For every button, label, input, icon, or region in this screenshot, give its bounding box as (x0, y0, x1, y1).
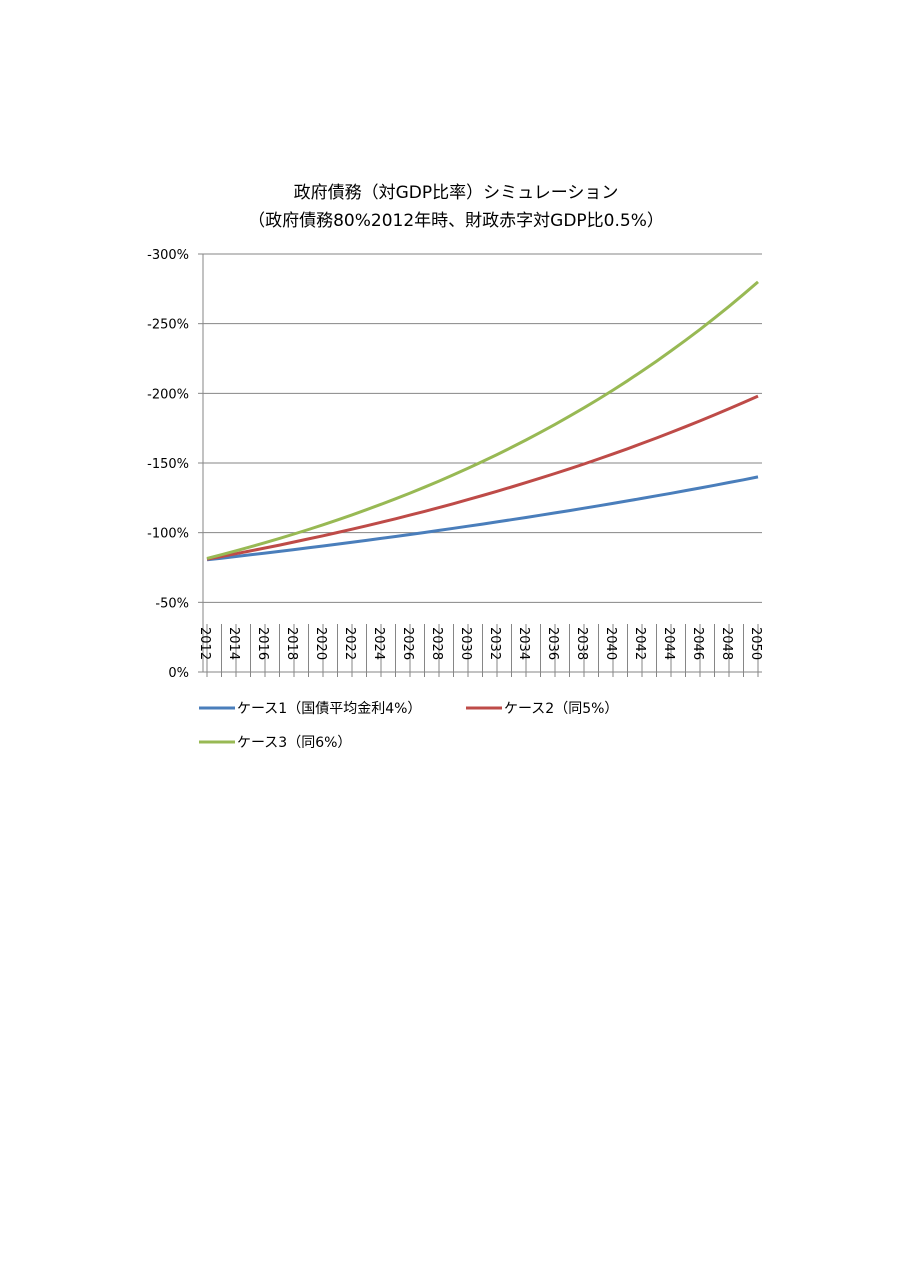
x-tick-label: 2012 (197, 627, 212, 660)
y-tick-label: 0% (168, 666, 189, 681)
x-tick-label: 2040 (603, 627, 618, 660)
y-tick-label: -200% (147, 387, 189, 402)
y-tick-label: -250% (147, 318, 189, 333)
series-line-1 (206, 475, 759, 562)
x-tick-label: 2042 (632, 627, 647, 660)
x-tick-label: 2026 (400, 627, 415, 660)
y-tick-label: -100% (147, 527, 189, 542)
x-tick-label: 2038 (574, 627, 589, 660)
x-tick-label: 2020 (313, 627, 328, 660)
x-tick-label: 2022 (342, 627, 357, 660)
x-tick-label: 2028 (429, 627, 444, 660)
legend-label-2: ケース2（同5%） (504, 701, 618, 717)
x-tick-label: 2024 (371, 627, 386, 660)
legend: ケース1（国債平均金利4%） ケース2（同5%） ケース3（同6%） (199, 701, 618, 751)
x-tick-label: 2032 (487, 627, 502, 660)
y-tick-label: -300% (147, 248, 189, 263)
x-tick-label: 2048 (719, 627, 734, 660)
x-tick-label: 2034 (516, 627, 531, 660)
x-tick-label: 2016 (255, 627, 270, 660)
x-tick-label: 2014 (226, 627, 241, 660)
chart-title: 政府債務（対GDP比率）シミュレーション (294, 183, 619, 203)
x-tick-label: 2018 (284, 627, 299, 660)
y-tick-label: -50% (155, 596, 189, 611)
x-tick-label: 2036 (545, 627, 560, 660)
x-tick-label: 2030 (458, 627, 473, 660)
x-axis-tick-labels: 2012 2014 2016 2018 2020 2022 2024 2026 2028 2030… (197, 627, 763, 660)
x-tick-label: 2050 (748, 627, 763, 660)
series-lines (206, 280, 759, 562)
y-axis-tick-labels: 0% -50% -100% -150% -200% -250% -300% (147, 248, 189, 681)
legend-label-3: ケース3（同6%） (237, 735, 351, 751)
x-tick-label: 2046 (690, 627, 705, 660)
y-tick-label: -150% (147, 457, 189, 472)
series-line-2 (206, 394, 759, 561)
x-tick-label: 2044 (661, 627, 676, 660)
axes (198, 253, 762, 677)
legend-label-1: ケース1（国債平均金利4%） (237, 701, 421, 717)
series-line-3 (206, 280, 759, 560)
chart-subtitle: （政府債務80%2012年時、財政赤字対GDP比0.5%） (248, 211, 664, 231)
